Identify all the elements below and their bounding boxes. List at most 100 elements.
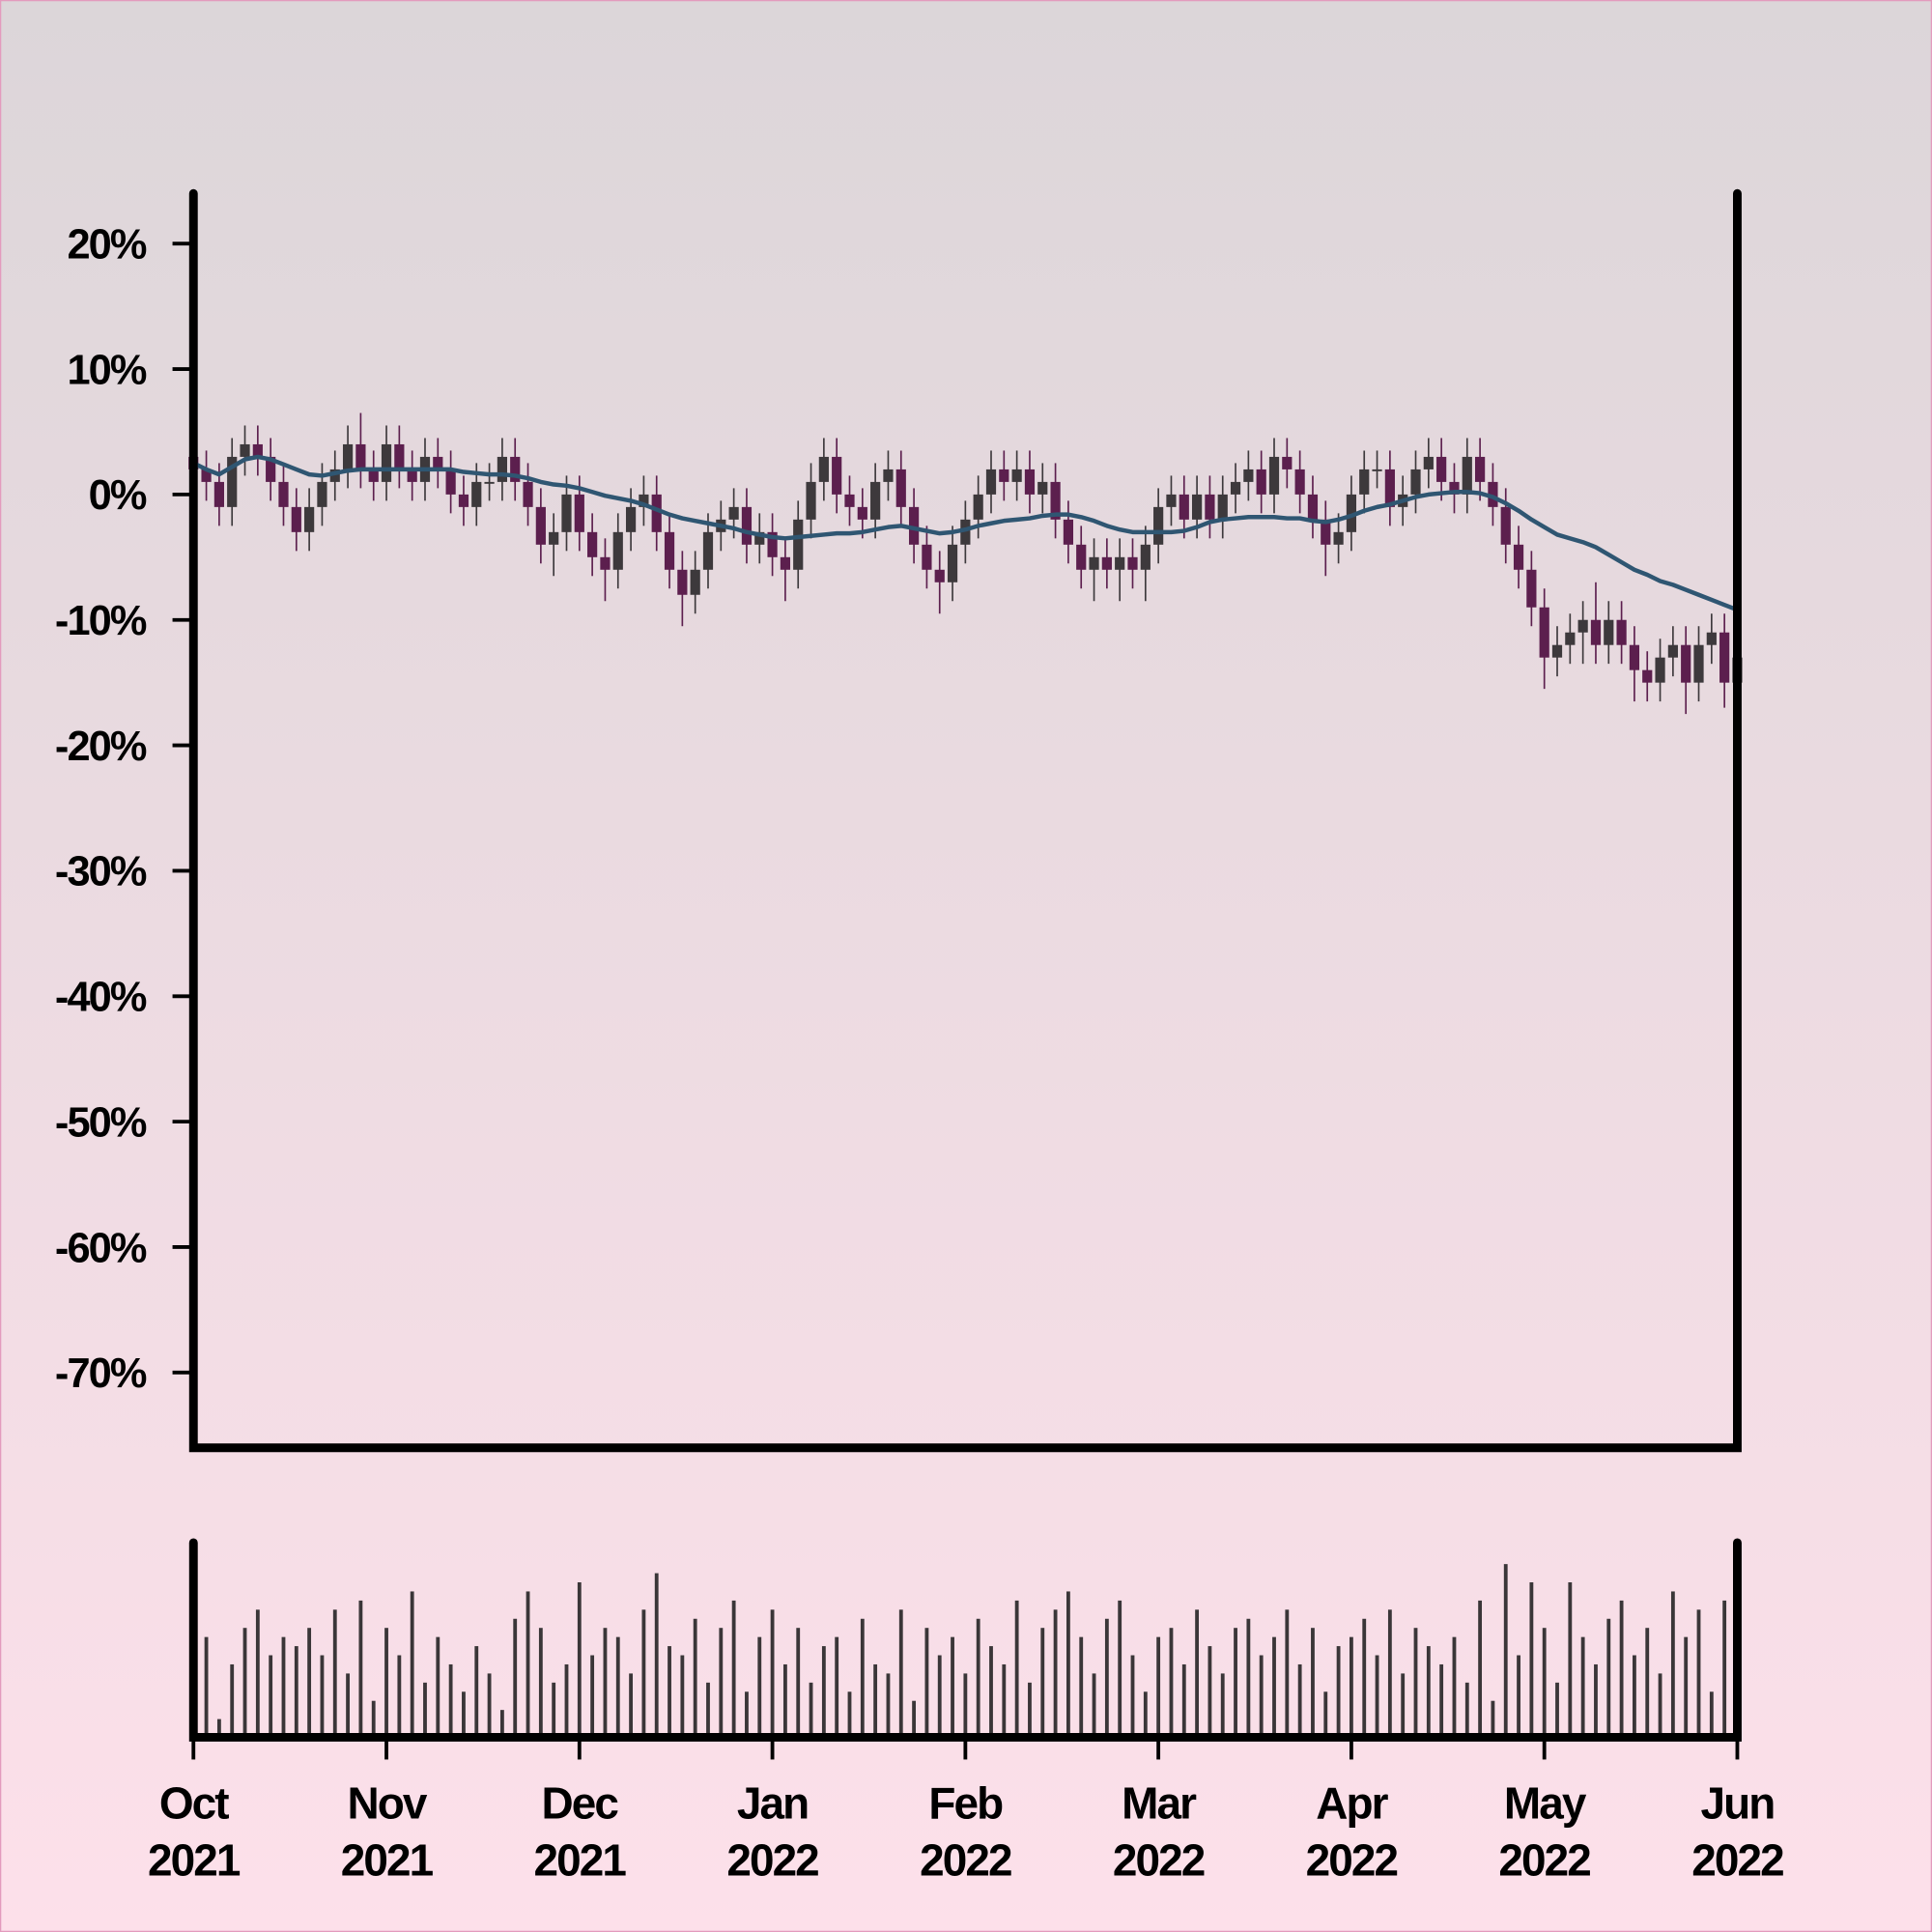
- candle-body: [1346, 494, 1357, 532]
- candle-body: [1410, 469, 1421, 495]
- volume-bar: [1529, 1582, 1534, 1738]
- candle-body: [1539, 607, 1549, 658]
- x-tick-label: Jun: [1701, 1778, 1775, 1829]
- volume-bar: [1464, 1682, 1469, 1738]
- candle-body: [1115, 556, 1125, 570]
- candle-body: [1089, 556, 1099, 570]
- volume-bar: [1478, 1600, 1483, 1738]
- volume-bar: [821, 1646, 826, 1738]
- candle-body: [780, 556, 791, 570]
- x-tick-label: May: [1504, 1778, 1587, 1829]
- volume-bar: [1503, 1564, 1508, 1738]
- candle-body: [394, 443, 405, 469]
- volume-bar: [1684, 1636, 1689, 1738]
- candle-body: [690, 569, 700, 595]
- volume-bar: [1606, 1618, 1611, 1738]
- candle-body: [510, 456, 521, 482]
- candle-body: [1551, 644, 1563, 658]
- volume-bar: [668, 1646, 671, 1738]
- candle-body: [1140, 544, 1151, 570]
- volume-bar: [1709, 1691, 1714, 1738]
- candle-body: [1243, 469, 1254, 482]
- volume-bar: [1336, 1646, 1341, 1738]
- volume-bar: [1619, 1600, 1624, 1738]
- volume-bar: [1169, 1628, 1174, 1738]
- volume-bar: [1670, 1591, 1675, 1738]
- candle-body: [1282, 456, 1293, 469]
- x-tick-label: 2021: [148, 1834, 241, 1885]
- candle-body: [445, 469, 456, 495]
- volume-bar: [1542, 1628, 1547, 1738]
- volume-bar: [654, 1573, 659, 1738]
- candle-body: [664, 531, 675, 570]
- y-tick-label: 20%: [67, 221, 146, 268]
- x-tick-label: 2021: [534, 1834, 627, 1885]
- candle-body: [213, 481, 224, 507]
- volume-bar: [269, 1655, 273, 1738]
- volume-bar: [860, 1618, 865, 1738]
- y-tick-label: -60%: [55, 1225, 147, 1271]
- candle-body: [806, 481, 816, 520]
- volume-bar: [1696, 1609, 1701, 1738]
- candle-body: [677, 569, 688, 595]
- x-tick-label: Oct: [159, 1778, 229, 1829]
- candle-body: [844, 494, 855, 507]
- volume-bar: [835, 1636, 839, 1738]
- volume-bar: [590, 1655, 595, 1738]
- candle-body: [355, 443, 366, 469]
- volume-bar: [963, 1673, 968, 1738]
- volume-bar: [924, 1628, 929, 1738]
- volume-bar: [294, 1646, 298, 1738]
- candle-body: [1333, 531, 1344, 545]
- candle-body: [1655, 657, 1665, 683]
- candle-body: [832, 456, 842, 495]
- volume-bar: [358, 1600, 363, 1738]
- candle-body: [266, 456, 276, 482]
- volume-bar: [1040, 1628, 1045, 1738]
- candle-body: [1050, 481, 1061, 520]
- candle-body: [1449, 481, 1460, 495]
- candle-body: [587, 531, 598, 557]
- volume-bar: [204, 1636, 209, 1738]
- candle-body: [1205, 494, 1215, 520]
- volume-bar: [1259, 1655, 1264, 1738]
- volume-bar: [1053, 1609, 1058, 1738]
- candle-body: [304, 506, 315, 532]
- candle-body: [1513, 544, 1524, 570]
- volume-bar: [1311, 1628, 1315, 1738]
- x-tick-label: Jan: [737, 1778, 808, 1829]
- candle-body: [612, 531, 623, 570]
- volume-bar: [693, 1618, 697, 1738]
- volume-bar: [680, 1655, 685, 1738]
- volume-bar: [1118, 1600, 1122, 1738]
- volume-bar: [1375, 1655, 1379, 1738]
- candle-body: [947, 544, 958, 582]
- candle-body: [922, 544, 932, 570]
- candle-body: [549, 531, 559, 545]
- volume-panel: [191, 1564, 1740, 1738]
- x-tick-label: Dec: [542, 1778, 619, 1829]
- volume-bar: [499, 1710, 504, 1738]
- candle-body: [1127, 556, 1138, 570]
- candle-body: [1166, 494, 1177, 507]
- x-tick-label: 2022: [1498, 1834, 1590, 1885]
- volume-bar: [371, 1700, 376, 1738]
- volume-bar: [886, 1673, 891, 1738]
- volume-bar: [796, 1628, 801, 1738]
- volume-bar: [757, 1636, 762, 1738]
- candle-body: [368, 469, 379, 482]
- price-panel: [188, 412, 1743, 715]
- candle-body: [1307, 494, 1319, 520]
- moving-average-line: [192, 454, 1739, 612]
- volume-bar: [1220, 1673, 1225, 1738]
- volume-bar: [1285, 1609, 1290, 1738]
- volume-bar: [255, 1609, 260, 1738]
- candle-body: [1629, 644, 1640, 670]
- volume-bar: [1079, 1636, 1084, 1738]
- candle-body: [625, 506, 637, 532]
- volume-bar: [1568, 1582, 1573, 1738]
- candle-body: [407, 469, 417, 482]
- candle-body: [523, 481, 533, 507]
